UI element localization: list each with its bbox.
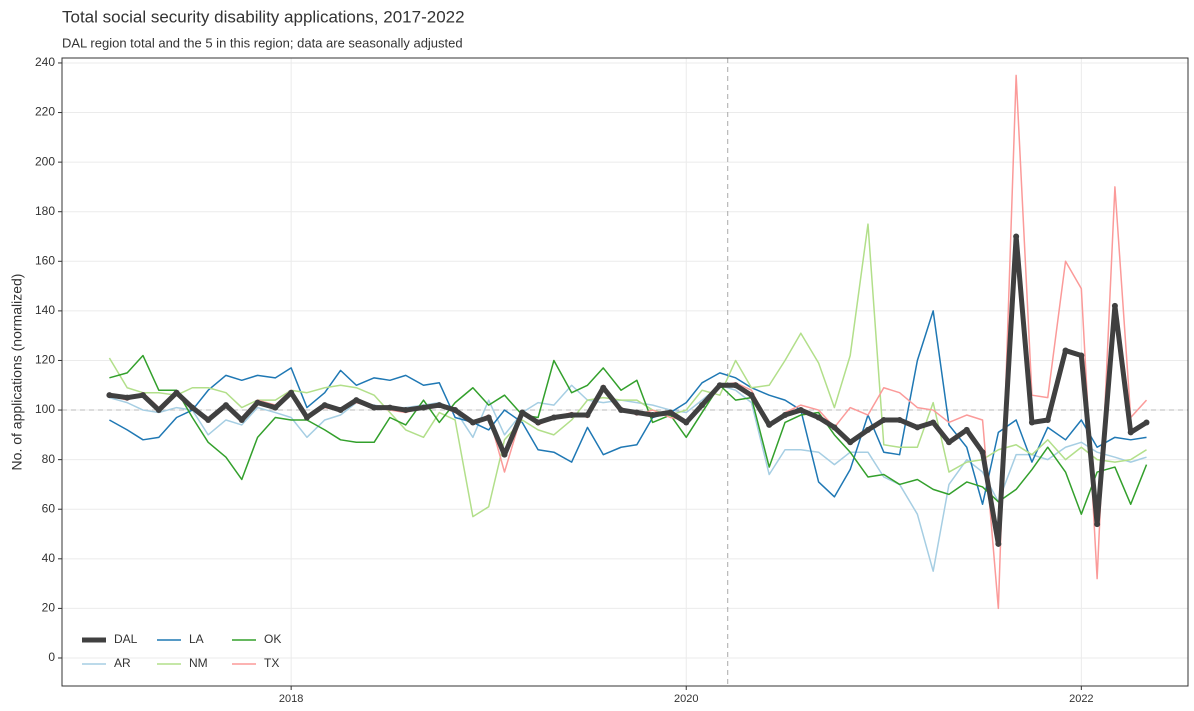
series-point [600, 384, 607, 391]
series-point [371, 404, 378, 411]
series-point [1143, 419, 1150, 426]
series-point [173, 389, 180, 396]
series-point [402, 407, 409, 414]
chart-title: Total social security disability applica… [62, 7, 465, 26]
plot-border [61, 57, 1189, 687]
series-point [535, 419, 542, 426]
series-point [139, 392, 146, 399]
series-point [353, 397, 360, 404]
series-point [766, 421, 773, 428]
series-point [1044, 416, 1051, 423]
series-point [945, 439, 952, 446]
y-tick-label: 140 [35, 303, 55, 317]
series-point [238, 416, 245, 423]
series-point [815, 414, 822, 421]
series-point [699, 402, 706, 409]
series-point [189, 404, 196, 411]
series-point [782, 412, 789, 419]
series-point [896, 416, 903, 423]
series-point [386, 404, 393, 411]
y-axis-label: No. of applications (normalized) [9, 274, 25, 471]
series-point [683, 419, 690, 426]
series-point [272, 404, 279, 411]
legend-label: OK [264, 632, 281, 646]
series-point [748, 392, 755, 399]
series-point [1062, 347, 1069, 354]
series-point [963, 426, 970, 433]
series-point [1094, 521, 1101, 528]
series-point [303, 414, 310, 421]
x-tick-label: 2020 [674, 693, 698, 705]
series-point [501, 451, 508, 458]
series-point [106, 392, 113, 399]
series-point [222, 402, 229, 409]
y-tick-label: 240 [35, 55, 55, 69]
series-point [155, 407, 162, 414]
series-point [649, 412, 656, 419]
series-point [584, 412, 591, 419]
series-line [108, 223, 1147, 518]
y-tick-label: 80 [42, 452, 56, 466]
series-point [716, 382, 723, 389]
series-point [550, 414, 557, 421]
x-tick-label: 2022 [1069, 693, 1093, 705]
series-line [109, 310, 1147, 506]
chart-subtitle: DAL region total and the 5 in this regio… [62, 35, 463, 50]
y-tick-label: 40 [42, 551, 56, 565]
series-point [847, 439, 854, 446]
series-point [436, 402, 443, 409]
y-tick-label: 180 [35, 204, 55, 218]
series-point [667, 409, 674, 416]
legend-label: AR [114, 656, 131, 670]
series-point [880, 416, 887, 423]
series-point [864, 426, 871, 433]
series-point [633, 409, 640, 416]
series-point [732, 382, 739, 389]
series-point [1111, 302, 1118, 309]
y-tick-label: 100 [35, 402, 55, 416]
y-tick-label: 20 [42, 601, 56, 615]
y-tick-label: 160 [35, 253, 55, 267]
series-point [205, 416, 212, 423]
series-point [618, 407, 625, 414]
series-point [995, 540, 1002, 547]
plot-background [62, 58, 1188, 686]
series-point [485, 414, 492, 421]
series-point [930, 419, 937, 426]
series-point [1127, 429, 1134, 436]
series-point [797, 407, 804, 414]
legend-label: DAL [114, 632, 138, 646]
series-point [288, 389, 295, 396]
series-point [519, 409, 526, 416]
series-point [254, 399, 261, 406]
y-tick-label: 220 [35, 105, 55, 119]
series-line [109, 234, 1148, 547]
series-point [321, 402, 328, 409]
y-tick-label: 120 [35, 353, 55, 367]
series-point [914, 424, 921, 431]
series-point [337, 407, 344, 414]
series-point [1078, 352, 1085, 359]
series-point [979, 449, 986, 456]
series-point [420, 404, 427, 411]
y-tick-label: 0 [48, 650, 55, 664]
x-tick-label: 2018 [279, 693, 303, 705]
plot-area: 0 20 40 60 80 100 120 140 160 180 200 220 240 2018 202… [35, 55, 1189, 705]
legend-label: TX [264, 656, 279, 670]
y-tick-label: 60 [42, 501, 56, 515]
series-point [452, 407, 459, 414]
series-point [469, 419, 476, 426]
series-point [1028, 419, 1035, 426]
series-line [109, 384, 1147, 572]
y-tick-label: 200 [35, 154, 55, 168]
legend-label: NM [189, 656, 208, 670]
series-point [831, 424, 838, 431]
series-point [568, 412, 575, 419]
series-point [1013, 233, 1020, 240]
legend-label: LA [189, 632, 204, 646]
series-line [109, 354, 1148, 515]
series-point [124, 394, 131, 401]
